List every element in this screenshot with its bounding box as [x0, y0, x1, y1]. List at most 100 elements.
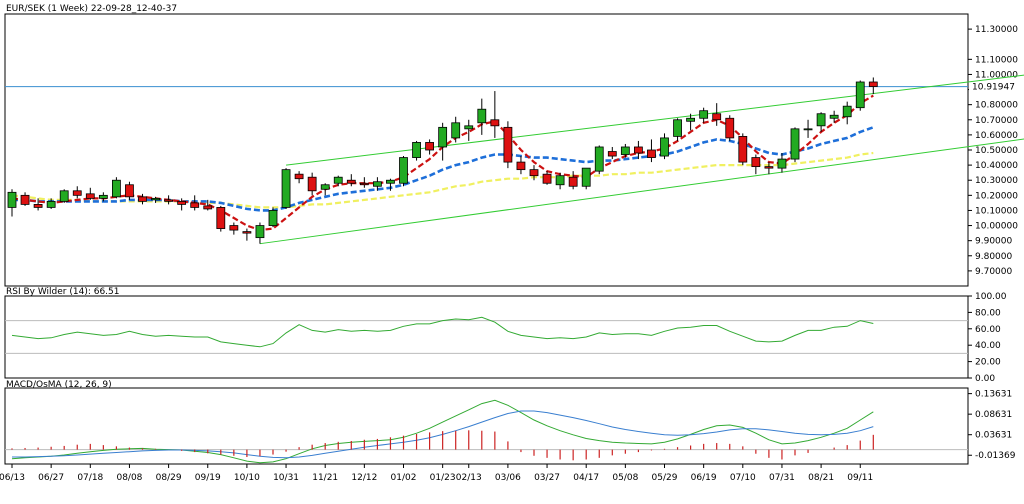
price-tick-label: 11.00000	[975, 70, 1018, 80]
candle	[255, 222, 265, 244]
x-tick-label: 09/19	[195, 473, 221, 483]
candle-body	[425, 142, 435, 151]
candle	[660, 133, 669, 160]
candle	[568, 171, 578, 190]
candle	[216, 205, 226, 232]
channel-line-1	[285, 74, 1024, 166]
candle	[7, 189, 17, 217]
candle	[842, 101, 852, 125]
candle-body	[673, 119, 682, 137]
price-tick-label: 10.10000	[975, 206, 1018, 216]
moving-average-line	[11, 151, 874, 209]
candle-body	[868, 81, 878, 87]
candle-body	[190, 202, 200, 208]
x-tick-label: 05/08	[612, 473, 638, 483]
candle-body	[255, 225, 265, 239]
price-tick-label: 9.90000	[975, 237, 1012, 247]
candle-body	[829, 114, 839, 119]
macd-title: MACD/OsMA (12, 26, 9)	[6, 380, 112, 390]
candle	[386, 178, 395, 191]
current-price-label: 10.91947	[972, 83, 1015, 93]
candle-body	[516, 161, 526, 171]
x-tick-label: 06/13	[0, 473, 25, 483]
candle	[346, 174, 356, 187]
candle-body	[594, 146, 604, 172]
candle	[751, 154, 761, 175]
x-tick-label: 05/29	[652, 473, 678, 483]
candle-body	[33, 203, 43, 208]
price-pane: 11.3000011.1000011.0000010.9000010.80000…	[5, 25, 1024, 277]
x-tick-label: 08/08	[116, 473, 142, 483]
candle	[829, 110, 839, 123]
price-tick-label: 10.00000	[975, 222, 1018, 232]
candle-body	[451, 122, 461, 139]
candle	[712, 103, 722, 126]
candle-body	[20, 194, 30, 205]
candle-body	[138, 196, 147, 202]
candle-body	[842, 105, 852, 118]
candle-body	[216, 207, 226, 229]
candle	[425, 139, 435, 155]
rsi-tick-label: 40.00	[975, 341, 1001, 351]
macd-pane: 0.13631 0.08631 0.03631 -0.01369	[5, 390, 1016, 464]
candle	[555, 172, 565, 190]
candle-body	[333, 176, 343, 184]
candle	[294, 171, 304, 184]
x-tick-label: 02/13	[456, 473, 482, 483]
x-tick-label: 10/10	[234, 473, 260, 483]
x-tick-label: 07/31	[769, 473, 795, 483]
pane-frame-1	[4, 295, 969, 379]
candle-body	[346, 179, 356, 184]
candle-body	[529, 169, 539, 177]
candle	[203, 199, 213, 211]
price-tick-label: 10.50000	[975, 146, 1018, 156]
candle-body	[112, 179, 121, 198]
rsi-tick-label: 80.00	[975, 308, 1001, 318]
candle-body	[581, 167, 591, 187]
candle	[620, 143, 630, 158]
pane-frame-2	[4, 387, 969, 465]
x-tick-label: 07/18	[77, 473, 103, 483]
macd-tick-label: -0.01369	[975, 451, 1016, 461]
candle-body	[477, 108, 487, 124]
candle-body	[359, 182, 369, 186]
candle	[686, 113, 695, 131]
price-tick-label: 10.60000	[975, 131, 1018, 141]
candle-body	[542, 173, 552, 184]
price-tick-label: 10.70000	[975, 116, 1018, 126]
candle	[112, 177, 121, 199]
candle-body	[320, 184, 330, 190]
candle	[177, 198, 187, 211]
x-axis: 06/13 06/27 07/18 08/08 08/29 09/19 10/10 10/31…	[0, 464, 873, 483]
x-tick-label: 07/10	[730, 473, 756, 483]
channel-line-0	[259, 138, 1024, 245]
price-tick-label: 11.30000	[975, 25, 1018, 35]
candle-body	[816, 113, 826, 127]
candle	[85, 187, 95, 200]
current-price-box	[969, 80, 1019, 93]
price-tick-label: 10.80000	[975, 101, 1018, 111]
candle	[464, 119, 474, 141]
rsi-title: RSI By Wilder (14): 66.51	[6, 287, 120, 297]
candle-body	[855, 81, 865, 109]
candle-body	[85, 193, 95, 199]
candle	[242, 228, 252, 241]
candle-body	[229, 225, 239, 231]
x-tick-label: 08/21	[808, 473, 834, 483]
candle	[607, 146, 617, 160]
candle	[59, 189, 69, 203]
candle	[190, 195, 200, 211]
x-tick-label: 01/23	[430, 473, 456, 483]
candle	[816, 112, 826, 132]
x-tick-label: 06/27	[38, 473, 64, 483]
candle	[647, 139, 656, 163]
macd-tick-label: 0.13631	[975, 390, 1012, 400]
candle-body	[660, 137, 669, 157]
candle-body	[686, 117, 695, 122]
x-tick-label: 01/02	[391, 473, 417, 483]
rsi-pane: 100.00 80.00 60.00 40.00 20.00 0.00	[5, 292, 1007, 384]
candle	[477, 98, 487, 135]
price-chart-title: EUR/SEK (1 Week) 22-09-28_12-40-37	[6, 4, 177, 14]
candle-body	[764, 166, 774, 169]
